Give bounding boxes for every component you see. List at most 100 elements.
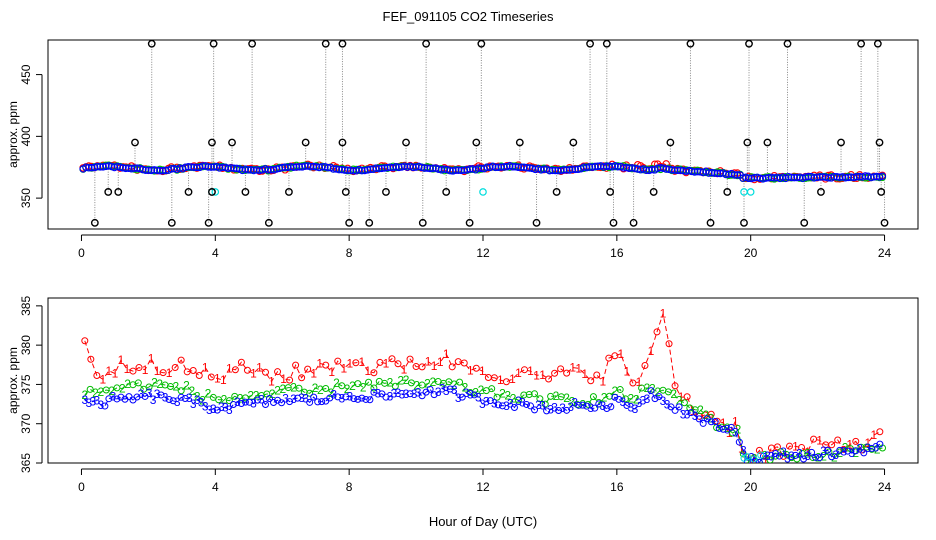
point-blue (96, 163, 104, 171)
point-black (472, 138, 481, 147)
point-label-green: 2 (424, 377, 431, 391)
point-label-red: 1 (106, 364, 113, 378)
point-blue (165, 395, 173, 403)
point-label-green: 2 (312, 381, 319, 395)
point-blue (287, 163, 295, 171)
point-blue (99, 163, 107, 171)
point-blue (659, 164, 668, 173)
point-black (629, 218, 638, 227)
point-blue (181, 163, 190, 172)
point-label-green: 2 (874, 442, 881, 456)
plot-frame-top (47, 39, 919, 230)
point-blue (342, 393, 350, 401)
point-blue (655, 393, 663, 401)
point-blue (605, 162, 614, 170)
y-tick-label: 400 (19, 126, 33, 146)
point-label-green: 2 (92, 386, 99, 400)
point-blue (198, 162, 207, 170)
point-blue (808, 448, 816, 456)
point-black (743, 138, 752, 147)
point-blue (116, 163, 124, 171)
point-label-green: 2 (189, 384, 196, 398)
point-blue (284, 163, 292, 172)
point-label-green: 2 (429, 375, 436, 389)
point-red (189, 367, 197, 375)
point-red (262, 368, 269, 376)
point-blue (244, 166, 252, 174)
point-blue (262, 400, 269, 408)
point-blue (867, 173, 875, 182)
point-blue (335, 165, 343, 174)
point-blue (309, 162, 318, 171)
point-red (641, 361, 649, 369)
point-cyan (740, 454, 748, 462)
point-blue (423, 164, 432, 172)
point-blue (582, 163, 591, 172)
point-label-green: 2 (510, 391, 517, 405)
point-cyan (750, 455, 758, 463)
point-blue (304, 162, 312, 170)
point-blue (105, 395, 113, 403)
point-label-green: 2 (413, 379, 420, 393)
point-label-blue: 3 (644, 392, 651, 406)
point-label-blue: 3 (856, 442, 863, 456)
point-black (321, 40, 330, 48)
point-blue (520, 163, 528, 172)
point-black (90, 218, 99, 227)
point-label-blue: 3 (250, 397, 257, 411)
point-blue (602, 162, 611, 170)
point-blue (511, 163, 520, 171)
point-blue (575, 401, 583, 409)
point-label-blue: 3 (89, 395, 96, 409)
point-red (773, 443, 781, 451)
point-blue (326, 394, 334, 402)
point-label-blue: 3 (290, 392, 297, 406)
point-blue (622, 163, 631, 172)
point-blue (853, 172, 861, 181)
point-blue (675, 403, 683, 411)
point-green (166, 383, 174, 391)
point-blue (312, 163, 321, 171)
point-label-green: 2 (183, 379, 190, 393)
point-blue (603, 405, 611, 413)
point-blue (510, 403, 518, 411)
point-blue (818, 173, 827, 181)
point-blue (725, 170, 733, 178)
point-blue (454, 166, 463, 175)
point-blue (687, 409, 695, 417)
point-blue (543, 407, 551, 415)
point-black (338, 138, 347, 147)
point-blue (117, 393, 125, 401)
point-blue (224, 164, 232, 173)
point-blue (830, 172, 838, 181)
point-blue (446, 385, 454, 393)
point-label-red: 1 (280, 372, 287, 386)
point-label-green: 2 (478, 383, 485, 397)
x-tick-label: 12 (476, 246, 490, 260)
point-blue (719, 425, 727, 433)
point-blue (322, 397, 330, 405)
point-green (381, 379, 389, 387)
point-red (376, 358, 384, 366)
point-label-blue: 3 (515, 394, 522, 408)
point-label-blue: 3 (788, 449, 795, 463)
point-red (587, 377, 595, 385)
point-blue (130, 164, 139, 172)
point-red (274, 368, 282, 376)
point-blue (406, 390, 414, 398)
point-blue (346, 166, 355, 175)
point-label-green: 2 (569, 394, 576, 408)
point-blue (349, 166, 358, 175)
point-black (875, 138, 884, 147)
x-tick-label: 8 (346, 480, 353, 494)
point-red (490, 374, 498, 382)
point-label-blue: 3 (599, 399, 606, 413)
point-label-red: 1 (118, 353, 125, 367)
point-red (629, 379, 637, 387)
point-blue (141, 392, 149, 400)
point-blue (548, 166, 557, 175)
point-blue (579, 401, 587, 409)
point-black (745, 40, 753, 48)
point-label-blue: 3 (455, 391, 462, 405)
point-green (541, 400, 549, 408)
